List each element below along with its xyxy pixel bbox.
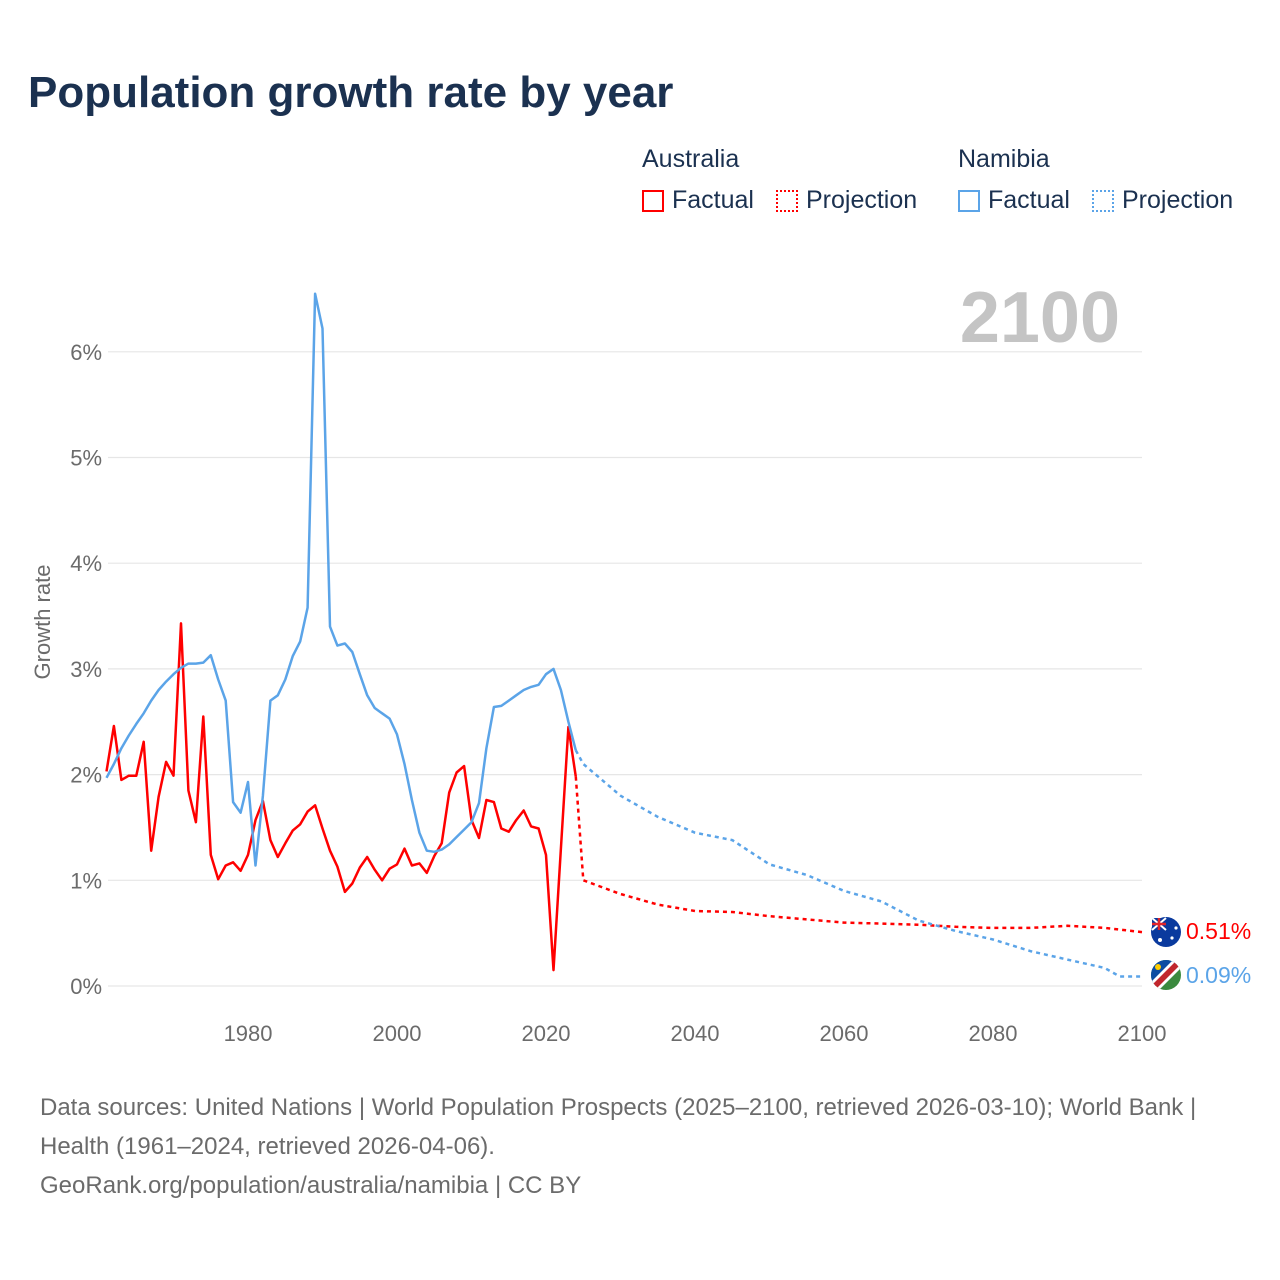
namibia-flag-icon	[1151, 960, 1181, 990]
namibia-factual-line	[105, 292, 578, 867]
x-tick-label: 2080	[969, 1021, 1018, 1046]
data-source-note: Data sources: United Nations | World Pop…	[40, 1088, 1240, 1205]
y-tick-label: 3%	[70, 657, 102, 682]
x-tick-label: 2100	[1118, 1021, 1167, 1046]
legend-label: Projection	[806, 186, 918, 214]
y-axis-label: Growth rate	[30, 565, 55, 680]
legend-swatch-solid-red	[642, 189, 664, 212]
x-tick-label: 1980	[224, 1021, 273, 1046]
legend-namibia-factual[interactable]: Factual	[958, 186, 1070, 215]
y-tick-label: 4%	[70, 551, 102, 576]
legend-swatch-solid-blue	[958, 189, 980, 212]
namibia-projection-line	[574, 749, 1142, 978]
legend-group-namibia: Namibia	[958, 145, 1050, 173]
y-tick-label: 2%	[70, 763, 102, 788]
x-tick-label: 2000	[373, 1021, 422, 1046]
x-tick-label: 2060	[820, 1021, 869, 1046]
y-tick-label: 0%	[70, 974, 102, 999]
y-tick-label: 1%	[70, 868, 102, 893]
legend-swatch-dotted-red	[776, 189, 798, 212]
y-tick-label: 5%	[70, 446, 102, 471]
x-tick-label: 2040	[671, 1021, 720, 1046]
legend-group-australia: Australia	[642, 145, 740, 173]
namibia-end-label: 0.09%	[1186, 962, 1251, 988]
legend-australia-factual[interactable]: Factual	[642, 186, 754, 215]
legend-namibia-projection[interactable]: Projection	[1092, 186, 1233, 215]
x-tick-label: 2020	[522, 1021, 571, 1046]
source-url-line[interactable]: GeoRank.org/population/australia/namibia…	[40, 1172, 582, 1199]
legend-swatch-dotted-blue	[1092, 189, 1114, 212]
chart-title: Population growth rate by year	[28, 68, 674, 117]
australia-flag-icon	[1151, 917, 1181, 947]
australia-factual-line	[105, 622, 578, 972]
legend-label: Factual	[988, 186, 1070, 214]
legend-australia-projection[interactable]: Projection	[776, 186, 917, 215]
year-watermark: 2100	[960, 278, 1120, 358]
australia-projection-line	[574, 776, 1143, 934]
y-tick-label: 6%	[70, 340, 102, 365]
legend-label: Projection	[1122, 186, 1234, 214]
legend-label: Factual	[672, 186, 754, 214]
source-line: Data sources: United Nations | World Pop…	[40, 1094, 1197, 1160]
australia-end-label: 0.51%	[1186, 918, 1251, 944]
